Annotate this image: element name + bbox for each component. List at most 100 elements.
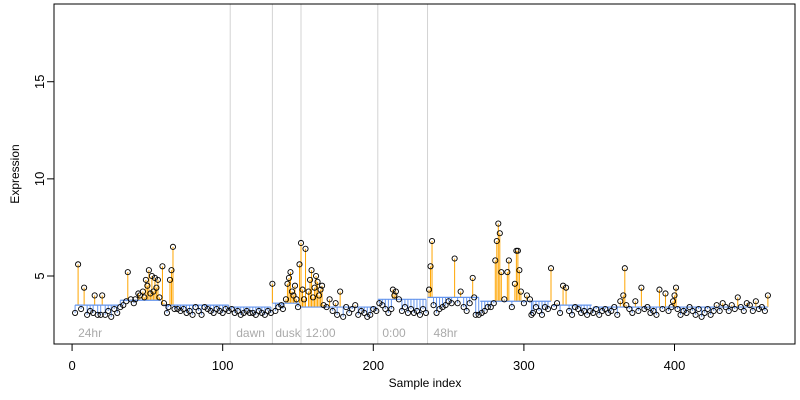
x-tick-label: 300	[513, 358, 535, 373]
data-point	[240, 309, 247, 316]
data-point	[204, 305, 211, 313]
data-point	[578, 309, 585, 316]
data-point	[75, 261, 82, 268]
data-point	[596, 311, 603, 318]
data-point	[382, 305, 389, 313]
data-point	[563, 284, 570, 291]
data-point	[501, 296, 508, 303]
data-point	[160, 300, 167, 307]
data-point	[517, 288, 524, 295]
data-point	[395, 296, 402, 303]
data-point	[252, 311, 259, 318]
plot-frame	[53, 3, 796, 345]
data-point	[436, 305, 443, 313]
data-point	[683, 309, 690, 316]
data-point	[207, 307, 214, 315]
data-point	[293, 296, 300, 303]
data-point	[177, 307, 184, 315]
data-point	[166, 276, 174, 283]
data-point	[495, 220, 502, 227]
data-point	[764, 292, 771, 299]
data-point	[677, 311, 684, 318]
data-point	[124, 269, 131, 276]
data-point	[361, 309, 368, 316]
data-point	[761, 307, 768, 315]
data-point	[617, 298, 624, 305]
x-tick-label: 100	[212, 358, 234, 373]
data-point	[410, 309, 418, 316]
data-point	[97, 311, 104, 318]
data-point	[309, 294, 317, 301]
data-point	[87, 307, 94, 315]
data-point	[154, 276, 161, 283]
data-point	[346, 309, 353, 316]
data-point	[139, 288, 146, 295]
data-point	[528, 311, 535, 318]
data-point	[183, 309, 190, 316]
data-point	[599, 307, 606, 315]
data-point	[340, 313, 347, 320]
data-point	[150, 288, 157, 295]
data-point	[755, 305, 762, 313]
data-point	[584, 311, 591, 318]
data-point	[370, 305, 377, 313]
data-point	[163, 309, 171, 316]
data-point	[130, 300, 137, 307]
data-point	[451, 255, 458, 262]
data-point	[219, 309, 226, 316]
data-point	[385, 309, 392, 316]
data-point	[572, 304, 579, 311]
data-point	[490, 300, 497, 307]
data-point	[141, 294, 148, 301]
data-point	[487, 304, 494, 311]
data-point	[296, 261, 303, 268]
data-point	[105, 307, 112, 315]
data-point	[147, 290, 154, 297]
data-point	[367, 311, 374, 318]
data-point	[180, 305, 187, 313]
data-point	[611, 304, 618, 311]
data-point	[686, 304, 693, 311]
data-point	[713, 302, 720, 309]
data-point	[556, 309, 564, 316]
data-point	[258, 309, 265, 316]
data-point	[81, 284, 88, 291]
data-point	[560, 282, 567, 289]
data-point	[407, 305, 414, 313]
data-point	[144, 282, 151, 289]
data-point	[511, 280, 518, 287]
data-point	[168, 267, 175, 274]
data-point	[695, 305, 702, 313]
data-point	[656, 286, 663, 293]
x-axis-title: Sample index	[389, 376, 462, 390]
data-point	[198, 311, 205, 318]
data-point	[659, 305, 666, 313]
data-point	[698, 313, 705, 320]
data-point	[653, 311, 660, 318]
data-point	[457, 288, 464, 295]
data-point	[439, 304, 446, 311]
phase-label: 12:00	[306, 326, 336, 340]
data-point	[264, 307, 271, 315]
data-point	[302, 245, 309, 252]
data-point	[332, 300, 339, 307]
data-point	[306, 276, 314, 283]
data-point	[94, 311, 101, 318]
data-point	[728, 302, 735, 309]
data-point	[707, 311, 714, 318]
data-point	[279, 305, 286, 313]
data-point	[737, 304, 744, 311]
data-point	[388, 305, 395, 313]
data-point	[153, 284, 160, 291]
data-point	[169, 243, 177, 250]
data-point	[644, 304, 651, 311]
data-point	[758, 304, 765, 311]
data-point	[463, 307, 470, 315]
data-point	[299, 286, 306, 293]
data-point	[734, 294, 741, 301]
data-point	[120, 302, 127, 309]
data-point	[392, 288, 399, 295]
data-point	[569, 311, 576, 318]
data-point	[72, 309, 79, 316]
data-point	[647, 309, 654, 316]
